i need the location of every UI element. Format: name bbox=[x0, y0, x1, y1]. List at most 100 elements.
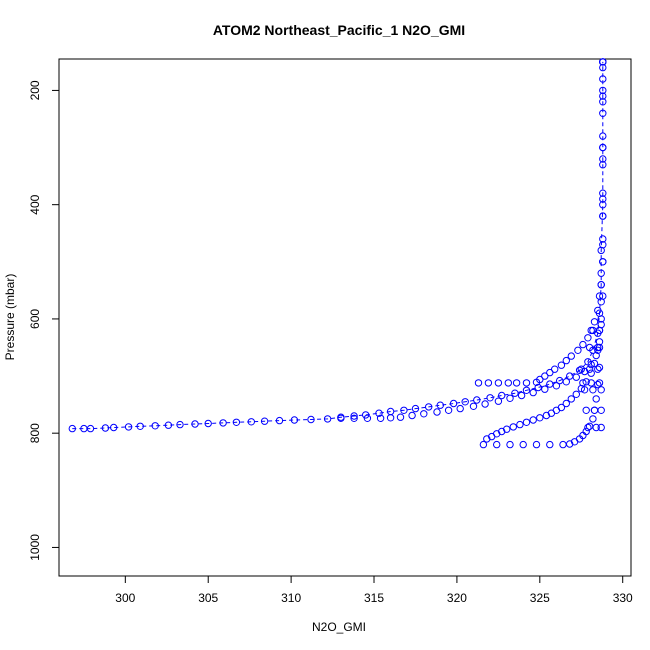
data-point bbox=[219, 419, 227, 427]
data-point bbox=[597, 423, 605, 432]
data-point bbox=[587, 360, 595, 369]
data-series bbox=[68, 58, 607, 433]
data-point bbox=[101, 424, 110, 432]
data-point bbox=[592, 395, 600, 403]
x-axis: 300 305 310 315 320 325 330 bbox=[115, 575, 633, 605]
data-point bbox=[590, 318, 599, 326]
data-point bbox=[506, 440, 514, 449]
data-point bbox=[592, 423, 600, 432]
data-point bbox=[599, 143, 607, 152]
data-point bbox=[599, 132, 607, 140]
data-point bbox=[599, 63, 607, 72]
data-point bbox=[529, 416, 537, 424]
y-tick-label: 400 bbox=[28, 194, 42, 214]
data-point bbox=[481, 400, 489, 408]
data-point bbox=[484, 379, 493, 387]
data-point bbox=[176, 420, 184, 429]
data-point bbox=[503, 425, 511, 433]
data-point bbox=[587, 369, 595, 377]
data-point bbox=[582, 427, 590, 436]
data-point bbox=[595, 326, 604, 335]
data-point bbox=[594, 306, 602, 315]
data-point bbox=[110, 423, 118, 432]
data-point bbox=[386, 414, 395, 422]
data-series bbox=[337, 58, 607, 422]
data-point bbox=[599, 86, 607, 95]
x-axis-label: N2O_GMI bbox=[312, 620, 366, 634]
data-series bbox=[474, 75, 607, 387]
data-point bbox=[362, 411, 370, 419]
data-point bbox=[541, 372, 549, 380]
data-point bbox=[597, 406, 605, 414]
data-point bbox=[444, 406, 453, 414]
data-point bbox=[557, 403, 566, 412]
data-point bbox=[577, 365, 585, 373]
data-point bbox=[551, 365, 559, 373]
data-point bbox=[566, 440, 574, 448]
data-point bbox=[557, 361, 566, 369]
data-point bbox=[519, 440, 527, 449]
data-point bbox=[86, 424, 95, 433]
x-tick-label: 330 bbox=[613, 591, 633, 605]
data-point bbox=[599, 58, 607, 66]
data-point bbox=[494, 397, 503, 405]
data-point bbox=[584, 334, 592, 342]
data-point bbox=[511, 389, 519, 397]
data-point bbox=[595, 363, 604, 372]
data-point bbox=[599, 241, 607, 249]
data-point bbox=[599, 189, 607, 197]
x-tick-label: 320 bbox=[447, 591, 467, 605]
data-point bbox=[552, 382, 561, 390]
data-point bbox=[562, 378, 570, 386]
data-point bbox=[580, 386, 589, 394]
series-line bbox=[72, 61, 604, 430]
data-point bbox=[562, 356, 570, 365]
data-point bbox=[124, 423, 133, 431]
data-point bbox=[575, 366, 584, 374]
data-point bbox=[375, 409, 383, 417]
data-point bbox=[592, 351, 600, 360]
data-point bbox=[574, 346, 582, 354]
data-point bbox=[595, 379, 604, 387]
data-point bbox=[597, 298, 605, 306]
data-point bbox=[400, 406, 408, 414]
x-tick-label: 325 bbox=[530, 591, 550, 605]
plot-frame bbox=[58, 58, 632, 577]
data-point bbox=[474, 379, 483, 387]
chart-title: ATOM2 Northeast_Pacific_1 N2O_GMI bbox=[213, 22, 465, 38]
data-point bbox=[590, 406, 599, 414]
data-point bbox=[599, 109, 607, 118]
data-point bbox=[597, 386, 605, 394]
data-point bbox=[396, 413, 405, 421]
data-point bbox=[599, 92, 607, 100]
data-point bbox=[579, 379, 587, 387]
data-point bbox=[536, 414, 544, 422]
data-point bbox=[247, 418, 256, 426]
data-point bbox=[599, 212, 607, 220]
data-point bbox=[425, 403, 433, 411]
data-point bbox=[546, 440, 554, 449]
data-point bbox=[473, 396, 481, 404]
data-point bbox=[587, 379, 595, 387]
data-point bbox=[516, 420, 524, 429]
y-tick-label: 600 bbox=[28, 309, 42, 329]
data-point bbox=[546, 368, 554, 377]
data-point bbox=[584, 423, 592, 432]
data-point bbox=[599, 75, 607, 83]
data-point bbox=[486, 394, 494, 402]
data-point bbox=[594, 343, 602, 352]
data-point bbox=[517, 391, 526, 400]
data-point bbox=[408, 411, 416, 420]
data-point bbox=[567, 395, 575, 403]
data-point bbox=[498, 391, 506, 400]
data-point bbox=[493, 440, 501, 449]
data-point bbox=[522, 418, 531, 426]
data-point bbox=[449, 399, 458, 408]
data-point bbox=[597, 315, 605, 323]
data-point bbox=[599, 201, 607, 209]
data-point bbox=[597, 281, 605, 289]
data-point bbox=[433, 408, 441, 416]
data-point bbox=[599, 195, 607, 203]
data-point bbox=[522, 379, 531, 387]
